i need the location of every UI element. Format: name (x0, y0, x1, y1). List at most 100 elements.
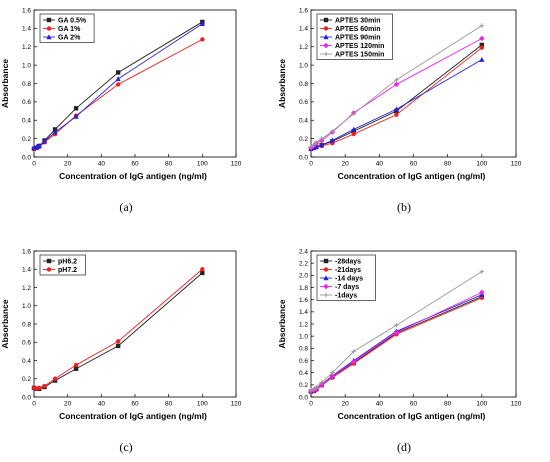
y-tick-label: 2.4 (299, 248, 308, 255)
series-line (310, 296, 483, 392)
y-tick-label: 1.2 (22, 44, 31, 51)
y-tick-label: 0.8 (299, 346, 308, 353)
data-point (200, 267, 205, 272)
y-tick-label: 1.4 (22, 267, 31, 274)
data-point (115, 82, 121, 87)
legend-swatch-marker (323, 267, 329, 272)
x-tick-label: 0 (309, 161, 313, 168)
y-tick-label: 0.4 (22, 118, 31, 125)
y-tick-label: 0.0 (22, 394, 31, 401)
data-point (73, 366, 79, 371)
x-tick-label: 120 (231, 161, 242, 168)
legend: -28days -21days-14 days -7 days-1days (316, 254, 376, 301)
data-point (479, 35, 485, 42)
series-line (310, 59, 483, 150)
legend-label: -1days (335, 292, 357, 299)
data-point (394, 77, 399, 83)
data-point (351, 126, 357, 132)
x-tick-label: 60 (131, 401, 139, 408)
y-tick-label: 0.6 (299, 358, 308, 365)
legend: GA 0.5% GA 1%GA 2% (39, 13, 95, 43)
data-point (479, 289, 485, 296)
data-point (73, 362, 79, 368)
x-tick-label: 60 (131, 161, 139, 168)
legend-swatch-marker (323, 275, 329, 281)
y-tick-label: 0.8 (22, 321, 31, 328)
legend: pH6.2 pH7.2 (39, 254, 86, 276)
y-tick-label: 0.0 (299, 154, 308, 161)
x-tick-label: 100 (197, 161, 208, 168)
legend-swatch-marker (323, 26, 329, 31)
legend-swatch-marker (323, 34, 329, 40)
data-point (308, 388, 314, 393)
data-point (37, 385, 42, 391)
legend-label: -28days (335, 258, 361, 265)
y-tick-label: 2.2 (299, 260, 308, 267)
y-tick-label: 0.6 (22, 340, 31, 347)
data-point (199, 20, 205, 26)
y-axis-title: Absorbance (277, 59, 287, 108)
y-tick-label: 1.6 (299, 297, 308, 304)
series--28days (308, 294, 485, 394)
legend-box (39, 254, 86, 276)
y-tick-label: 0.8 (299, 81, 308, 88)
legend-swatch-marker (46, 34, 52, 40)
x-axis-title: Concentration of IgG antigen (ng/ml) (338, 411, 486, 421)
data-point (52, 129, 58, 135)
x-tick-label: 60 (410, 161, 418, 168)
data-point (393, 106, 400, 112)
legend-swatch-marker (323, 258, 329, 264)
y-tick-label: 1.2 (299, 44, 308, 51)
y-axis-title: Absorbance (0, 59, 10, 108)
x-tick-label: 40 (98, 401, 106, 408)
y-tick-label: 1.0 (22, 303, 31, 310)
data-point (394, 323, 399, 328)
chart-panel-1: 0 20 40 60 80 100 120 0.0 0.2 0.4 0.6 0.8 1.0 1.2 1.4 1… (0, 7, 242, 214)
y-axis-title: Absorbance (0, 299, 10, 348)
data-point (479, 56, 485, 62)
x-tick-label: 100 (197, 401, 208, 408)
x-tick-label: 60 (410, 401, 418, 408)
legend-label: -7 days (335, 284, 359, 291)
series-ga-1- (31, 37, 205, 151)
y-tick-label: 0.4 (299, 370, 308, 377)
y-tick-label: 1.4 (299, 26, 308, 33)
series-ph6-2 (31, 270, 205, 391)
legend-swatch-marker (46, 258, 52, 264)
legend-label: -21days (335, 267, 361, 274)
x-tick-label: 40 (376, 161, 384, 168)
data-point (351, 131, 356, 137)
y-tick-label: 1.6 (22, 7, 31, 14)
data-point (319, 142, 325, 148)
x-tick-label: 80 (165, 401, 173, 408)
x-tick-label: 40 (98, 161, 106, 168)
data-point (479, 42, 485, 48)
x-tick-label: 20 (342, 161, 350, 168)
legend-swatch-marker (323, 51, 329, 57)
x-axis-title: Concentration of IgG antigen (ng/ml) (59, 411, 207, 421)
chart-panel-3: 0 20 40 60 80 100 120 0.0 0.2 0.4 0.6 0.8 1.0 1.2 1.4 1… (0, 248, 242, 454)
data-point (311, 142, 316, 148)
data-point (115, 76, 121, 82)
data-point (73, 113, 79, 119)
series-ga-2- (31, 20, 205, 151)
data-point (351, 359, 357, 365)
y-tick-label: 0.0 (22, 154, 31, 161)
y-tick-label: 0.2 (299, 136, 308, 143)
x-tick-label: 20 (342, 401, 350, 408)
data-point (200, 270, 205, 276)
x-tick-label: 120 (511, 401, 522, 408)
series-line (33, 272, 203, 390)
series-ph7-2 (31, 267, 205, 391)
data-point (311, 387, 316, 392)
legend-label: APTES 90min (335, 34, 381, 41)
legend-label: APTES 30min (335, 17, 381, 24)
series-aptes-60min (308, 45, 485, 151)
data-point (115, 70, 121, 75)
y-tick-label: 1.2 (299, 321, 308, 328)
y-axis-title: Absorbance (277, 299, 287, 348)
data-point (394, 112, 399, 117)
series-line (310, 297, 483, 392)
